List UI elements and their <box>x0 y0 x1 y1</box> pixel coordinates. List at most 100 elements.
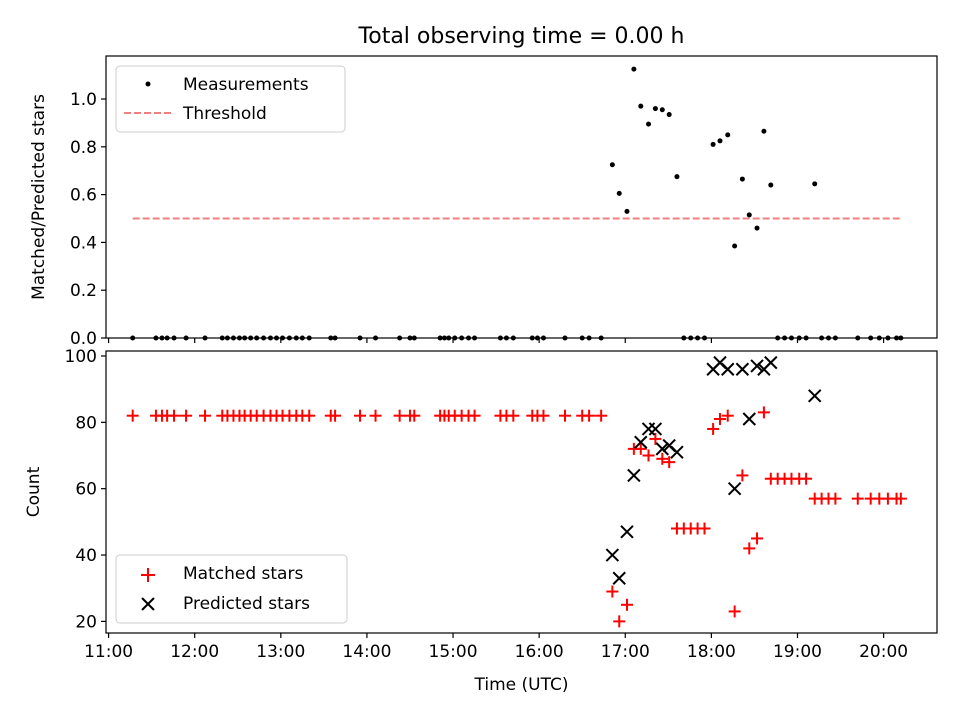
matched-star-point <box>634 442 647 455</box>
matched-star-point <box>649 432 662 445</box>
bottom-x-tick-label: 17:00 <box>601 642 650 662</box>
legend-threshold-label: Threshold <box>182 104 267 124</box>
matched-star-point <box>168 409 181 422</box>
top-legend: Measurements Threshold <box>115 65 346 133</box>
matched-star-point <box>468 409 481 422</box>
matched-star-point <box>537 409 550 422</box>
matched-star-point <box>656 452 669 465</box>
predicted-star-point <box>750 359 764 373</box>
top-legend-box <box>115 65 346 133</box>
matched-star-point <box>393 409 406 422</box>
top-axes-frame <box>105 55 938 339</box>
matched-star-point <box>736 469 749 482</box>
measurement-point <box>732 243 738 249</box>
top-y-axis-label: Matched/Predicted stars <box>29 94 49 300</box>
predicted-star-point <box>655 442 670 456</box>
bottom-x-tick-label: 16:00 <box>515 642 564 662</box>
measurement-point <box>666 112 672 118</box>
matched-star-point <box>728 605 741 618</box>
matched-star-point <box>369 409 382 422</box>
matched-star-point <box>303 409 316 422</box>
predicted-star-point <box>742 412 756 426</box>
legend-measurements-label: Measurements <box>183 75 309 95</box>
matched-star-point <box>606 585 619 598</box>
bottom-y-tick-label: 40 <box>75 546 97 566</box>
matched-star-point <box>743 542 756 555</box>
measurement-point <box>754 225 760 231</box>
measurement-point <box>638 103 644 109</box>
matched-star-point <box>558 409 571 422</box>
bottom-x-ticks: 11:00 12:00 13:00 14:00 15:00 16:00 17:00 18:00… <box>84 633 908 662</box>
bottom-y-axis-label: Count <box>24 466 44 517</box>
matched-star-point <box>583 409 596 422</box>
bottom-legend: Matched stars Predicted stars <box>115 554 348 624</box>
measurement-point <box>659 107 665 113</box>
measurement-point <box>674 174 680 180</box>
legend-predicted-marker <box>141 597 155 611</box>
measurement-point <box>812 181 818 187</box>
bottom-x-tick-label: 14:00 <box>342 642 391 662</box>
matched-star-point <box>894 492 907 505</box>
measurement-point <box>624 208 630 214</box>
predicted-star-point <box>670 445 684 459</box>
bottom-x-tick-label: 18:00 <box>687 642 736 662</box>
bottom-x-tick-label: 15:00 <box>429 642 478 662</box>
predicted-star-point <box>605 548 620 562</box>
matched-star-point <box>199 409 212 422</box>
matched-star-point <box>721 409 734 422</box>
matched-star-point <box>829 492 842 505</box>
matched-star-point <box>800 472 813 485</box>
top-y-tick-label: 0.6 <box>70 186 97 206</box>
bottom-x-tick-label: 12:00 <box>170 642 219 662</box>
bottom-data-layer <box>126 355 907 628</box>
measurement-point <box>725 132 731 138</box>
matched-star-point <box>595 409 608 422</box>
top-x-ticks <box>107 338 885 343</box>
legend-predicted-label: Predicted stars <box>183 594 310 614</box>
top-y-tick-label: 0.0 <box>70 329 97 349</box>
bottom-y-ticks: 20 40 60 80 100 <box>65 347 106 632</box>
matched-star-point <box>507 409 520 422</box>
matched-star-point <box>180 409 193 422</box>
matched-star-point <box>408 409 421 422</box>
predicted-star-point <box>721 362 735 376</box>
bottom-y-tick-label: 80 <box>75 413 97 433</box>
measurement-point <box>739 176 745 182</box>
bottom-y-tick-label: 20 <box>75 612 97 632</box>
measurement-point <box>761 128 767 134</box>
matched-star-point <box>698 522 711 535</box>
bottom-x-tick-label: 20:00 <box>859 642 908 662</box>
matched-star-point <box>851 492 864 505</box>
bottom-y-tick-label: 100 <box>65 347 97 367</box>
predicted-star-point <box>648 422 663 436</box>
measurement-point <box>646 121 652 127</box>
legend-matched-label: Matched stars <box>183 564 303 584</box>
predicted-star-point <box>612 571 626 585</box>
matched-star-point <box>751 532 764 545</box>
matched-star-point <box>642 449 655 462</box>
matched-star-point <box>713 413 726 426</box>
measurement-point <box>609 162 615 168</box>
top-y-tick-label: 1.0 <box>70 90 97 110</box>
bottom-legend-box <box>115 554 348 624</box>
measurement-point <box>768 182 774 188</box>
top-y-tick-label: 0.8 <box>70 138 97 158</box>
predicted-star-point <box>735 362 750 376</box>
x-axis-label: Time (UTC) <box>474 675 569 695</box>
predicted-star-point <box>727 481 742 496</box>
predicted-star-point <box>764 355 778 370</box>
bottom-x-tick-label: 13:00 <box>256 642 305 662</box>
legend-measurements-marker <box>145 81 151 87</box>
predicted-star-point <box>634 435 648 449</box>
measurement-point <box>616 190 622 196</box>
top-y-tick-label: 0.2 <box>70 281 97 301</box>
measurement-point <box>710 141 716 147</box>
matched-star-point <box>126 409 139 422</box>
measurement-point <box>652 106 658 112</box>
top-panel: 0.0 0.2 0.4 0.6 0.8 1.0 Matched/Predicted sta… <box>29 55 938 349</box>
matched-star-point <box>707 422 720 435</box>
matched-star-point <box>613 615 626 628</box>
matched-star-point <box>354 409 367 422</box>
measurement-point <box>717 138 723 144</box>
